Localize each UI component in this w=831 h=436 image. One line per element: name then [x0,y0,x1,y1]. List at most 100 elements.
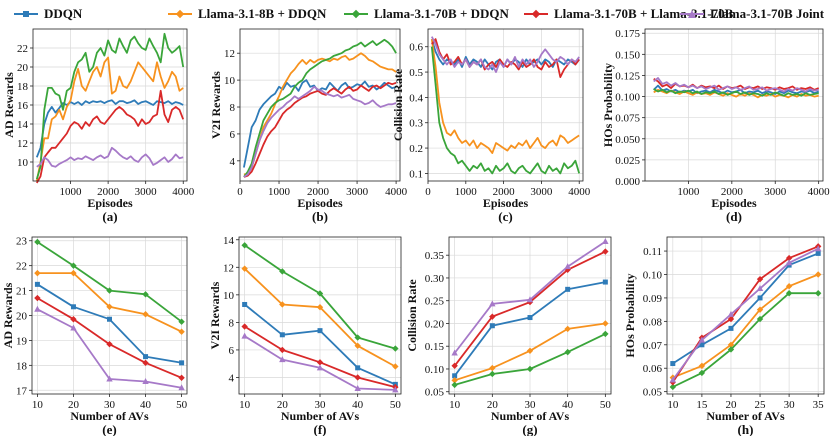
x-axis-label: Episodes [297,196,343,210]
y-tick-label: 16 [17,100,29,112]
legend: DDQN Llama-3.1-8B + DDQN Llama-3.1-70B +… [0,4,831,26]
data-point [526,296,534,303]
data-point [178,374,185,382]
data-point [316,290,324,297]
y-tick-label: 12 [223,262,234,274]
data-point [564,348,571,356]
y-tick-label: 0.000 [615,176,640,188]
x-axis-label: Episodes [483,196,529,210]
y-tick-label: 12 [17,138,28,150]
data-point [669,383,677,391]
data-point [34,269,41,277]
panel-label: (f) [314,422,327,436]
data-point [70,262,77,269]
y-tick-label: 0.1 [409,168,423,180]
data-point [727,315,735,323]
data-point [355,365,361,371]
data-point [279,356,286,363]
data-point [489,364,496,372]
y-tick-label: 14 [223,235,235,247]
data-point [451,377,458,384]
x-tick-label: 4000 [808,186,831,198]
x-tick-label: 2000 [307,186,330,198]
series-line-llama-3-1-70b-joint [430,36,580,73]
data-point [142,359,149,367]
y-axis-label: HOs Probability [623,273,637,357]
x-tick-label: 2000 [721,186,744,198]
y-tick-label: 0.4 [409,92,423,104]
y-tick-label: 20 [17,62,29,74]
x-tick-label: 10 [667,399,679,411]
y-tick-label: 20 [16,311,28,323]
x-tick-label: 3000 [346,186,369,198]
data-point [698,362,706,370]
y-tick-label: 23 [16,236,28,248]
y-tick-label: 18 [16,360,28,372]
data-point [142,311,149,318]
legend-item-llama70b-joint: Llama-3.1-70B Joint [680,4,824,24]
y-tick-label: 18 [17,81,29,93]
plot-frame [644,28,824,182]
y-tick-label: 0.050 [615,134,640,146]
data-point [279,332,285,338]
data-point [699,342,705,348]
data-point [354,334,361,341]
y-axis-label: Collision Rate [391,68,405,141]
legend-item-llama70b-ddqn: Llama-3.1-70B + DDQN [344,4,509,24]
series-line-ddqn [672,252,819,365]
panel-label: (a) [102,209,117,224]
panel-e: 10 20 30 40 50 17 18 19 20 21 22 23 Number of AVs(e)… [1,236,188,436]
series-line-llama-3-1-70b-ddqn [430,46,581,175]
data-point [602,279,608,285]
data-point [106,287,113,294]
x-tick-label: 50 [390,399,402,411]
y-tick-label: 0.10 [643,269,663,281]
x-tick-label: 3000 [764,186,787,198]
series-line-llama-3-1-70b-ddqn [672,292,819,388]
y-tick-label: 0.06 [643,363,663,375]
data-point [70,324,77,331]
data-point [241,323,248,330]
data-point [602,320,609,327]
legend-label: Llama-3.1-70B Joint [710,6,825,21]
y-axis-label: V2I Rewards [208,281,222,349]
data-point [489,313,496,320]
data-point [451,349,458,356]
x-tick-label: 40 [352,399,364,411]
x-tick-label: 10 [239,399,251,411]
x-axis-label: Number of AVs [491,409,570,423]
legend-swatch [168,9,192,19]
series-line-llama-3-1-70b-ddqn [653,88,819,97]
y-tick-label: 0.2 [409,143,423,155]
panel-label: (b) [312,209,328,224]
panel-d: 1000 2000 3000 4000 0.000 0.025 0.050 0.075 0.10… [601,28,830,224]
data-point [142,378,149,385]
legend-label: Llama-3.1-8B + DDQN [198,6,327,21]
x-tick-label: 0 [237,186,243,198]
series-line-llama-3-1-70b-joint [36,146,184,168]
data-point [451,381,458,389]
series-line-llama-3-1-70b-ddqn [35,32,185,180]
x-axis-label: Number of AVs [70,409,149,423]
data-point [354,342,361,349]
y-tick-label: 0.35 [425,250,445,262]
x-axis-label: Number of AVs [281,409,360,423]
x-tick-label: 3000 [530,186,553,198]
x-tick-label: 10 [449,399,461,411]
panel-label: (h) [738,422,754,436]
y-tick-label: 10 [223,290,235,302]
legend-item-llama8b-ddqn: Llama-3.1-8B + DDQN [168,4,326,24]
y-tick-label: 12 [224,48,235,60]
y-tick-label: 21 [16,286,27,298]
data-point [316,304,324,311]
data-point [279,301,286,308]
data-point [814,245,822,252]
data-point [564,263,571,270]
data-point [785,254,793,262]
x-tick-label: 4000 [385,186,408,198]
data-point [279,346,286,354]
data-point [756,285,764,292]
series-line-llama-3-1-8b-ddqn [35,56,184,182]
series-line-llama-3-1-8b-ddqn [672,273,819,379]
